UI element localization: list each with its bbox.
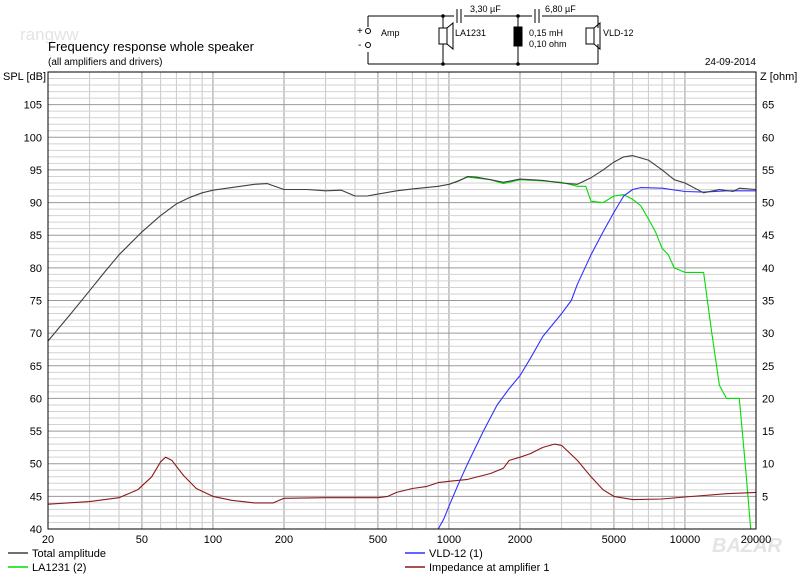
circuit-plus-sign: + (357, 26, 363, 37)
legend-label: Impedance at amplifier 1 (429, 562, 549, 574)
x-tick-label: 200 (275, 534, 293, 546)
legend-label: VLD-12 (1) (429, 548, 483, 560)
y2-tick-label: 60 (762, 132, 774, 144)
capacitor-1-icon (456, 9, 462, 23)
y-tick-label: 55 (30, 426, 42, 438)
y2-tick-label: 25 (762, 361, 774, 373)
woofer-label: LA1231 (455, 28, 486, 38)
chart-grid (47, 71, 757, 530)
y2-tick-label: 40 (762, 263, 774, 275)
inductor-label-2: 0,10 ohm (529, 39, 567, 49)
inductor-label-1: 0,15 mH (529, 28, 563, 38)
y2-tick-label: 30 (762, 328, 774, 340)
y-tick-label: 50 (30, 459, 42, 471)
chart-subtitle: (all amplifiers and drivers) (48, 57, 162, 68)
woofer-driver-icon (438, 27, 448, 45)
y2-tick-label: 15 (762, 426, 774, 438)
x-tick-label: 10000 (670, 534, 701, 546)
x-tick-label: 100 (204, 534, 222, 546)
inductor-icon (513, 26, 523, 47)
x-tick-label: 2000 (508, 534, 532, 546)
y-tick-label: 45 (30, 491, 42, 503)
y-tick-label: 90 (30, 198, 42, 210)
chart-legend: Total amplitude VLD-12 (1) LA1231 (2) Imped… (8, 548, 549, 574)
y-tick-label: 75 (30, 296, 42, 308)
y-tick-label: 100 (24, 132, 42, 144)
y2-tick-label: 55 (762, 165, 774, 177)
y2-tick-label: 20 (762, 393, 774, 405)
y-tick-label: 70 (30, 328, 42, 340)
x-tick-label: 1000 (437, 534, 461, 546)
series-line-la1231-2 (448, 176, 752, 530)
plot-frame (47, 71, 757, 530)
y2-axis-label: Z [ohm] (760, 71, 797, 83)
series-line-impedance-at-amplifier-1 (47, 443, 757, 505)
tweeter-label: VLD-12 (603, 28, 634, 38)
y2-tick-label: 45 (762, 230, 774, 242)
y2-tick-label: 35 (762, 296, 774, 308)
chart-tick-labels: 20 50 100 200 500 1000 2000 5000 10000 20000 40 45 5… (24, 100, 775, 546)
legend-label: LA1231 (2) (32, 562, 86, 574)
circuit-source-label: Amp (381, 28, 400, 38)
y-tick-label: 105 (24, 100, 42, 112)
watermark-bottom-right: BAZAR (712, 535, 783, 557)
y2-tick-label: 10 (762, 459, 774, 471)
x-tick-label: 500 (369, 534, 387, 546)
x-tick-label: 5000 (602, 534, 626, 546)
capacitor-1-label: 3,30 µF (470, 4, 501, 14)
y-tick-label: 80 (30, 263, 42, 275)
tweeter-driver-icon (585, 27, 595, 45)
y-tick-label: 95 (30, 165, 42, 177)
x-tick-label: 50 (136, 534, 148, 546)
y-tick-label: 85 (30, 230, 42, 242)
capacitor-2-icon (534, 9, 540, 23)
y2-tick-label: 50 (762, 198, 774, 210)
y-tick-label: 40 (30, 524, 42, 536)
capacitor-2-label: 6,80 µF (545, 4, 576, 14)
y2-tick-label: 5 (762, 491, 768, 503)
series-line-total-amplitude (47, 155, 757, 342)
chart-date: 24-09-2014 (705, 57, 757, 68)
y-tick-label: 60 (30, 393, 42, 405)
y-tick-label: 65 (30, 361, 42, 373)
x-tick-label: 20000 (741, 534, 772, 546)
x-tick-label: 20 (42, 534, 54, 546)
terminal-plus-icon (365, 28, 371, 34)
terminal-minus-icon (365, 42, 371, 48)
circuit-minus-sign: - (358, 40, 361, 51)
y-axis-label: SPL [dB] (3, 71, 46, 83)
chart-series (47, 155, 757, 530)
watermark-top-left: rangww (20, 25, 79, 44)
legend-label: Total amplitude (32, 548, 106, 560)
chart-title: Frequency response whole speaker (48, 39, 255, 54)
y2-tick-label: 65 (762, 100, 774, 112)
crossover-circuit (365, 9, 601, 66)
